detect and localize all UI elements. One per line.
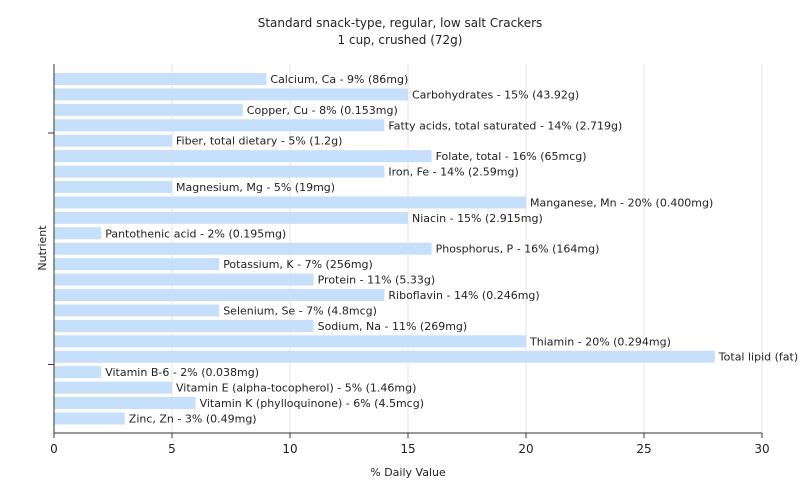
bar: [54, 335, 526, 348]
bar: [54, 119, 385, 132]
bar: [54, 289, 385, 302]
bar: [54, 304, 220, 317]
bar: [54, 350, 715, 363]
bar-label: Potassium, K - 7% (256mg): [223, 258, 373, 271]
bar-label: Niacin - 15% (2.915mg): [412, 212, 543, 225]
bar-label: Calcium, Ca - 9% (86mg): [270, 73, 408, 86]
bar-label: Pantothenic acid - 2% (0.195mg): [105, 227, 286, 240]
bar: [54, 412, 125, 425]
bar-label: Zinc, Zn - 3% (0.49mg): [129, 412, 257, 425]
bar-label: Manganese, Mn - 20% (0.400mg): [530, 196, 713, 209]
x-tick-label: 15: [400, 442, 415, 456]
bar-label: Thiamin - 20% (0.294mg): [529, 335, 671, 348]
bar-label: Fiber, total dietary - 5% (1.2g): [176, 135, 342, 148]
bar: [54, 150, 432, 163]
bar-label: Folate, total - 16% (65mcg): [436, 150, 587, 163]
x-tick-label: 5: [168, 442, 176, 456]
bar: [54, 165, 385, 178]
bar-label: Vitamin B-6 - 2% (0.038mg): [105, 366, 259, 379]
bar: [54, 103, 243, 116]
bar: [54, 227, 102, 240]
x-axis-title: % Daily Value: [370, 466, 446, 479]
bar-label: Protein - 11% (5.33g): [318, 274, 436, 287]
bar: [54, 211, 408, 224]
bar-label: Vitamin K (phylloquinone) - 6% (4.5mcg): [200, 397, 424, 410]
chart-title: Standard snack-type, regular, low salt C…: [257, 16, 543, 30]
bar: [54, 319, 314, 332]
bar-label: Carbohydrates - 15% (43.92g): [412, 88, 579, 101]
x-tick-label: 25: [636, 442, 651, 456]
bar-label: Selenium, Se - 7% (4.8mcg): [223, 304, 377, 317]
bar: [54, 196, 526, 209]
bar-label: Phosphorus, P - 16% (164mg): [436, 243, 600, 256]
x-tick-label: 30: [754, 442, 769, 456]
bar-label: Sodium, Na - 11% (269mg): [318, 320, 468, 333]
bar: [54, 397, 196, 410]
bar: [54, 73, 267, 85]
bar: [54, 134, 172, 147]
bar: [54, 258, 220, 271]
x-tick-label: 20: [518, 442, 533, 456]
bar: [54, 181, 172, 194]
bar-label: Riboflavin - 14% (0.246mg): [388, 289, 539, 302]
bar-label: Fatty acids, total saturated - 14% (2.71…: [388, 119, 622, 132]
bar-label: Magnesium, Mg - 5% (19mg): [176, 181, 335, 194]
axes-layer: 0 5 10 15 20 25 30: [48, 64, 770, 456]
x-tick-label: 0: [50, 442, 58, 456]
bar-label: Total lipid (fat) - 28% (18.22g): [718, 351, 800, 364]
bar: [54, 366, 102, 379]
x-tick-label: 10: [282, 442, 297, 456]
y-axis-title: Nutrient: [36, 225, 49, 271]
chart-subtitle: 1 cup, crushed (72g): [337, 33, 463, 47]
bar: [54, 381, 172, 394]
bar-label: Vitamin E (alpha-tocopherol) - 5% (1.46m…: [176, 382, 416, 395]
bars-layer: Calcium, Ca - 9% (86mg) Carbohydrates - 1…: [54, 73, 800, 425]
bar: [54, 88, 408, 101]
bar-label: Copper, Cu - 8% (0.153mg): [247, 104, 398, 117]
bar-label: Iron, Fe - 14% (2.59mg): [388, 166, 518, 179]
bar: [54, 242, 432, 255]
bar: [54, 273, 314, 286]
